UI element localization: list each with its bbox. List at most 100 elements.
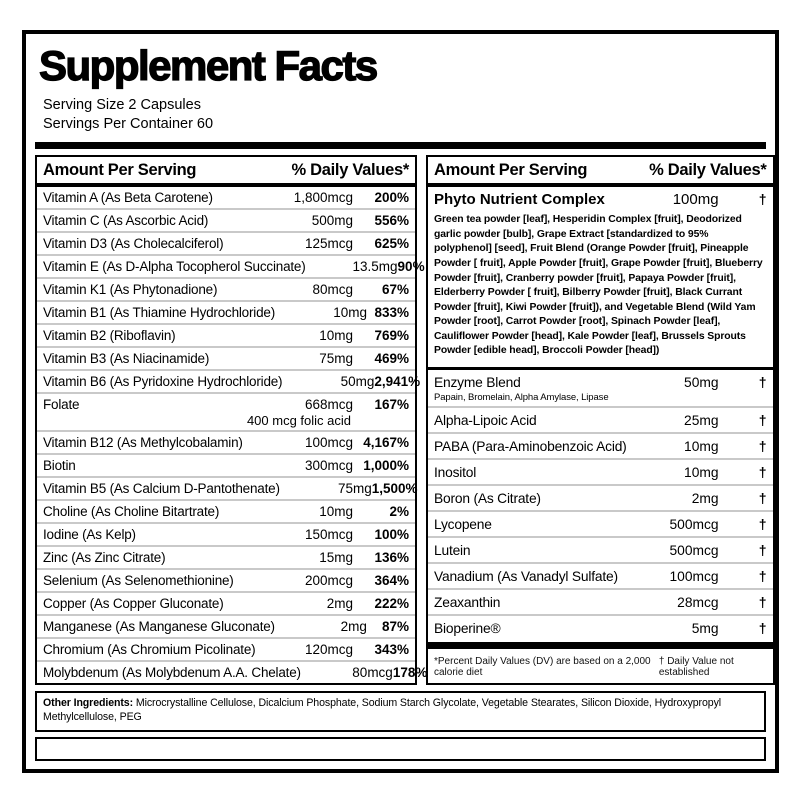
nutrient-daily-value: 343% [374, 642, 409, 658]
nutrient-row: Copper (As Copper Gluconate) 2mg 222% [37, 591, 415, 614]
servings-per-container-text: Servings Per Container 60 [43, 116, 214, 133]
nutrient-daily-value: 769% [374, 328, 409, 344]
nutrient-amount: 668mcg [304, 397, 353, 413]
nutrient-amount: 10mg [319, 328, 353, 344]
nutrient-row: Boron (As Citrate) 2mg † [428, 483, 773, 510]
phyto-nutrient-complex-section: Phyto Nutrient Complex 100mg † Green tea… [428, 187, 773, 367]
nutrient-amount: 25mg [684, 412, 719, 428]
nutrient-amount: 13.5mg [352, 259, 398, 275]
footnote-daily-values: *Percent Daily Values (DV) are based on … [434, 655, 651, 678]
nutrient-row: PABA (Para-Aminobenzoic Acid) 10mg † [428, 431, 773, 458]
footnote-divider-bar [428, 641, 773, 649]
nutrient-row: Lutein 500mcg † [428, 535, 773, 562]
nutrient-daily-value: 364% [374, 573, 409, 589]
nutrient-daily-value: 1,500% [371, 481, 418, 497]
nutrient-name: Lutein [434, 542, 471, 558]
nutrient-row: Biotin 300mcg 1,000% [37, 453, 415, 476]
serving-size-text: Serving Size 2 Capsules [43, 97, 201, 114]
nutrient-daily-value: 67% [381, 282, 409, 298]
nutrient-amount: 1,800mcg [293, 190, 353, 206]
nutrient-daily-value: † [758, 515, 767, 532]
nutrient-name: Vitamin A (As Beta Carotene) [43, 190, 213, 206]
nutrient-amount: 80mcg [312, 282, 353, 298]
left-header-amount-label: Amount Per Serving [43, 161, 197, 180]
nutrient-daily-value: 556% [374, 213, 409, 229]
nutrient-sub-components: Papain, Bromelain, Alpha Amylase, Lipase [434, 391, 609, 403]
nutrient-daily-value: 2,941% [374, 374, 421, 390]
nutrient-row: Vanadium (As Vanadyl Sulfate) 100mcg † [428, 561, 773, 588]
nutrient-row: Vitamin K1 (As Phytonadione) 80mcg 67% [37, 277, 415, 300]
nutrient-row: Bioperine® 5mg † [428, 613, 773, 640]
nutrient-amount: 2mg [691, 490, 719, 506]
nutrient-amount: 100mcg [669, 568, 719, 584]
nutrient-daily-value: 167% [374, 397, 409, 413]
other-ingredients-list: Microcrystalline Cellulose, Dicalcium Ph… [43, 697, 722, 724]
empty-strip [35, 736, 766, 761]
right-rows: Enzyme Blend 50mg † Papain, Bromelain, A… [428, 366, 773, 640]
nutrient-name: Manganese (As Manganese Gluconate) [43, 619, 275, 635]
supplement-facts-label: Supplement Facts Serving Size 2 Capsules… [22, 30, 779, 773]
nutrient-name: Vitamin B12 (As Methylcobalamin) [43, 435, 243, 451]
nutrient-daily-value: † [758, 593, 767, 610]
nutrient-name: Alpha-Lipoic Acid [434, 412, 537, 428]
nutrient-name: Folate [43, 397, 80, 413]
left-rows: Vitamin A (As Beta Carotene) 1,800mcg 20… [37, 187, 427, 683]
right-column-header: Amount Per Serving % Daily Values* [428, 157, 773, 188]
nutrient-amount: 120mcg [304, 642, 353, 658]
nutrient-amount: 10mg [684, 438, 719, 454]
nutrient-name: Choline (As Choline Bitartrate) [43, 504, 220, 520]
nutrient-amount: 10mg [333, 305, 367, 321]
complex-description: Green tea powder [leaf], Hesperidin Comp… [434, 214, 763, 357]
footnote-not-established: † Daily Value not established [658, 655, 734, 678]
nutrient-name: Vitamin K1 (As Phytonadione) [43, 282, 218, 298]
nutrient-daily-value: 4,167% [363, 435, 409, 451]
nutrient-name: Biotin [43, 458, 76, 474]
nutrient-amount: 10mg [319, 504, 353, 520]
nutrient-row: Vitamin B2 (Riboflavin) 10mg 769% [37, 323, 415, 346]
nutrient-daily-value: † [758, 463, 767, 480]
nutrient-row: Alpha-Lipoic Acid 25mg † [428, 405, 773, 432]
nutrient-row: Vitamin B5 (As Calcium D-Pantothenate) 7… [37, 476, 418, 499]
nutrient-name: Vitamin C (As Ascorbic Acid) [43, 213, 209, 229]
nutrient-daily-value: † [758, 411, 767, 428]
nutrient-row: Manganese (As Manganese Gluconate) 2mg 8… [37, 614, 415, 637]
nutrient-name: Vitamin B1 (As Thiamine Hydrochloride) [43, 305, 275, 321]
page-title: Supplement Facts [38, 42, 379, 89]
nutrient-daily-value: 200% [374, 190, 409, 206]
nutrient-daily-value: 1,000% [363, 458, 409, 474]
nutrient-amount: 10mg [684, 464, 719, 480]
nutrient-row: Vitamin B3 (As Niacinamide) 75mg 469% [37, 346, 415, 369]
nutrient-daily-value: 136% [374, 550, 409, 566]
nutrient-name: Bioperine® [434, 620, 501, 636]
nutrient-daily-value: † [758, 489, 767, 506]
nutrient-name: Copper (As Copper Gluconate) [43, 596, 224, 612]
nutrient-daily-value: 90% [397, 259, 425, 275]
nutrient-amount: 150mcg [304, 527, 353, 543]
nutrient-name: Zeaxanthin [434, 594, 501, 610]
nutrient-name: Inositol [434, 464, 477, 480]
nutrient-daily-value: 625% [374, 236, 409, 252]
nutrient-daily-value: † [758, 619, 767, 636]
facts-columns: Amount Per Serving % Daily Values* Vitam… [35, 155, 775, 686]
nutrient-daily-value: 87% [381, 619, 409, 635]
nutrient-name: Lycopene [434, 516, 492, 532]
nutrient-row: Vitamin B6 (As Pyridoxine Hydrochloride)… [37, 369, 420, 392]
nutrient-amount: 28mcg [677, 594, 719, 610]
nutrient-row: Chromium (As Chromium Picolinate) 120mcg… [37, 637, 415, 660]
nutrient-amount: 500mg [311, 213, 353, 229]
nutrient-row: Molybdenum (As Molybdenum A.A. Chelate) … [37, 660, 427, 683]
nutrient-row: Vitamin D3 (As Cholecalciferol) 125mcg 6… [37, 231, 415, 254]
nutrient-row: Inositol 10mg † [428, 457, 773, 484]
footnotes: *Percent Daily Values (DV) are based on … [428, 649, 773, 682]
nutrient-amount: 100mcg [304, 435, 353, 451]
nutrient-row: Enzyme Blend 50mg † Papain, Bromelain, A… [428, 366, 773, 406]
nutrient-daily-value: † [758, 437, 767, 454]
nutrient-amount: 80mcg [352, 665, 393, 681]
nutrient-amount: 15mg [319, 550, 353, 566]
nutrient-amount: 500mcg [669, 516, 719, 532]
nutrient-daily-value: 178% [392, 665, 428, 681]
complex-daily-value: † [758, 191, 767, 208]
right-facts-panel: Amount Per Serving % Daily Values* Phyto… [426, 155, 775, 686]
nutrient-name: Selenium (As Selenomethionine) [43, 573, 234, 589]
nutrient-amount: 125mcg [304, 236, 353, 252]
